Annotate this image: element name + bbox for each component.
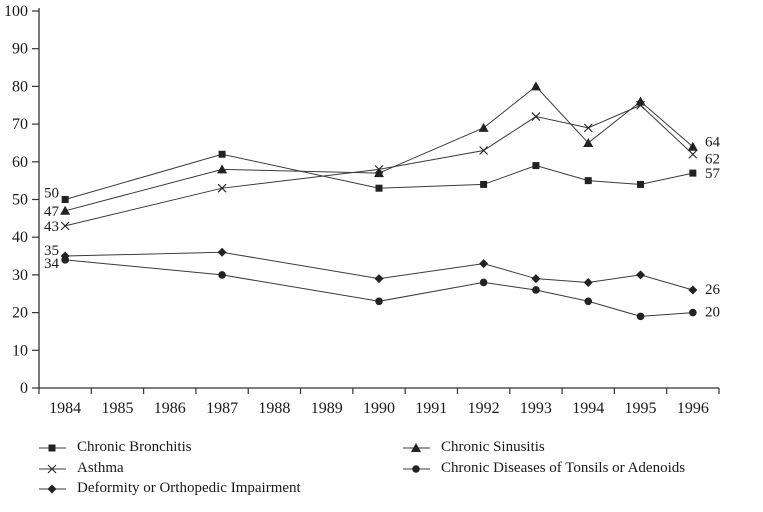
legend-item-chronic-bronchitis: Chronic Bronchitis	[39, 438, 192, 456]
svg-text:1984: 1984	[49, 400, 81, 417]
line-chart-plot: 0 10 20 30 40 50 60 70 80 90 100 1984 1985 1986 1987 19…	[4, 3, 721, 417]
svg-text:10: 10	[12, 342, 28, 359]
svg-text:1989: 1989	[311, 400, 343, 417]
legend-label: Asthma	[77, 460, 124, 476]
legend-item-deformity-orthopedic: Deformity or Orthopedic Impairment	[39, 479, 301, 497]
svg-text:47: 47	[44, 204, 60, 220]
svg-text:43: 43	[44, 219, 59, 235]
svg-text:30: 30	[12, 267, 28, 284]
diamond-marker-icon	[39, 482, 66, 494]
legend-item-asthma: Asthma	[39, 459, 124, 477]
svg-text:1992: 1992	[468, 400, 500, 417]
svg-text:90: 90	[12, 41, 28, 58]
svg-text:1991: 1991	[415, 400, 447, 417]
svg-text:57: 57	[705, 166, 721, 182]
svg-text:0: 0	[20, 380, 28, 397]
svg-text:70: 70	[12, 116, 28, 133]
svg-text:40: 40	[12, 229, 28, 246]
square-marker-icon	[39, 441, 66, 453]
svg-text:35: 35	[44, 243, 59, 259]
svg-text:50: 50	[44, 186, 59, 202]
svg-text:64: 64	[705, 135, 721, 151]
svg-text:1996: 1996	[677, 400, 709, 417]
svg-text:26: 26	[705, 282, 721, 298]
circle-marker-icon	[403, 462, 430, 474]
triangle-marker-icon	[403, 441, 430, 453]
svg-text:20: 20	[12, 305, 28, 322]
legend-label: Deformity or Orthopedic Impairment	[77, 480, 301, 496]
x-marker-icon	[39, 462, 66, 474]
svg-text:1986: 1986	[154, 400, 186, 417]
legend-item-tonsils-adenoids: Chronic Diseases of Tonsils or Adenoids	[403, 459, 685, 477]
svg-text:20: 20	[705, 305, 720, 321]
legend-item-chronic-sinusitis: Chronic Sinusitis	[403, 438, 545, 456]
svg-text:1990: 1990	[363, 400, 395, 417]
svg-text:50: 50	[12, 192, 28, 209]
svg-text:34: 34	[44, 256, 60, 272]
svg-text:62: 62	[705, 151, 720, 167]
svg-text:1994: 1994	[572, 400, 604, 417]
svg-text:1995: 1995	[625, 400, 657, 417]
svg-text:60: 60	[12, 154, 28, 171]
legend-label: Chronic Bronchitis	[77, 439, 192, 455]
svg-text:1988: 1988	[258, 400, 290, 417]
svg-text:1985: 1985	[101, 400, 133, 417]
svg-text:80: 80	[12, 78, 28, 95]
svg-text:1987: 1987	[206, 400, 238, 417]
svg-text:100: 100	[4, 3, 28, 20]
legend-label: Chronic Diseases of Tonsils or Adenoids	[441, 460, 686, 476]
legend-label: Chronic Sinusitis	[441, 439, 545, 455]
svg-text:1993: 1993	[520, 400, 552, 417]
